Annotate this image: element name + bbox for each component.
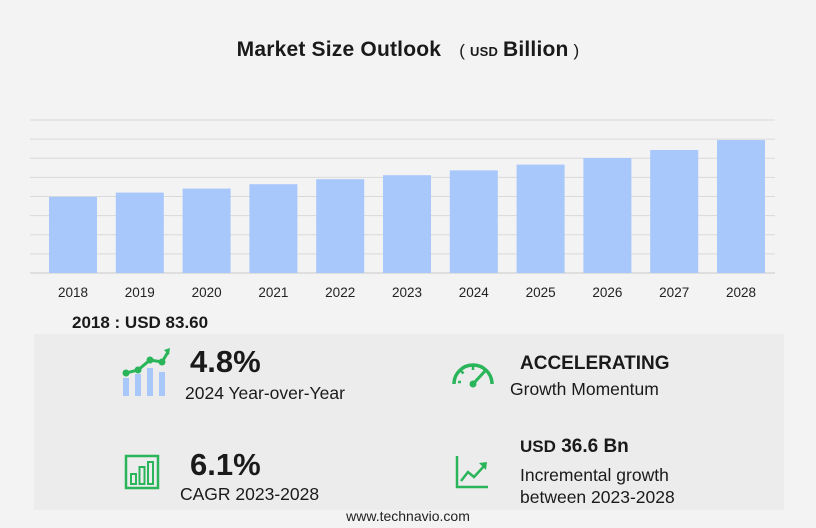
bar-2020 <box>182 188 231 273</box>
x-axis-ticks: 2018 2019 2020 2021 2022 2023 2024 2025 2026 2027… <box>58 285 756 300</box>
x-tick-label-2023: 2023 <box>392 285 422 300</box>
chart-title-text: Market Size Outlook <box>236 38 442 61</box>
chart-title: Market Size Outlook ( USD Billion ) <box>0 38 816 62</box>
unit-open: ( <box>459 41 466 60</box>
chart-bars <box>49 140 765 273</box>
growth-chart-icon <box>122 348 170 396</box>
x-tick-label-2027: 2027 <box>659 285 689 300</box>
bar-2023 <box>383 175 431 273</box>
bar-2028 <box>717 140 765 273</box>
chart-unit: ( USD Billion ) <box>459 38 580 61</box>
x-tick-label-2021: 2021 <box>258 285 288 300</box>
momentum-value: ACCELERATING <box>520 353 670 374</box>
incremental-label-line1: Incremental growth <box>520 465 669 485</box>
x-tick-label-2019: 2019 <box>125 285 155 300</box>
bar-chart: 2018 2019 2020 2021 2022 2023 2024 2025 2026 2027… <box>30 119 775 300</box>
kpi-panel: 4.8% 2024 Year-over-Year ACCELERATING Gr… <box>34 334 784 510</box>
unit-close: ) <box>573 41 580 60</box>
cagr-value: 6.1% <box>190 447 261 482</box>
incremental-label-line2: between 2023-2028 <box>520 487 675 507</box>
bar-2024 <box>449 170 498 273</box>
x-tick-label-2020: 2020 <box>192 285 222 300</box>
incremental-amount: 36.6 Bn <box>561 436 629 457</box>
x-tick-label-2025: 2025 <box>526 285 556 300</box>
unit-scale: Billion <box>503 38 569 61</box>
x-tick-label-2028: 2028 <box>726 285 756 300</box>
x-tick-label-2018: 2018 <box>58 285 88 300</box>
bar-2027 <box>650 149 699 273</box>
bar-2019 <box>115 192 164 273</box>
yoy-label: 2024 Year-over-Year <box>185 383 345 403</box>
bar-2018 <box>49 196 97 273</box>
footer-source-url: www.technavio.com <box>346 508 470 524</box>
bar-2021 <box>249 184 298 273</box>
incremental-currency: USD <box>520 437 556 456</box>
incremental-value: USD 36.6 Bn <box>520 436 629 458</box>
x-tick-label-2022: 2022 <box>325 285 355 300</box>
base-year-value: 2018 : USD 83.60 <box>72 313 209 332</box>
speedometer-icon <box>452 363 494 388</box>
trend-up-icon <box>455 456 488 489</box>
momentum-label: Growth Momentum <box>510 379 659 399</box>
unit-currency: USD <box>470 44 499 59</box>
bar-2022 <box>316 179 365 273</box>
x-tick-label-2026: 2026 <box>592 285 622 300</box>
yoy-value: 4.8% <box>190 344 261 379</box>
bar-2025 <box>516 164 565 273</box>
cagr-label: CAGR 2023-2028 <box>180 484 320 504</box>
x-tick-label-2024: 2024 <box>459 285 490 300</box>
bar-2026 <box>583 157 632 273</box>
bar-chart-icon <box>124 454 160 490</box>
